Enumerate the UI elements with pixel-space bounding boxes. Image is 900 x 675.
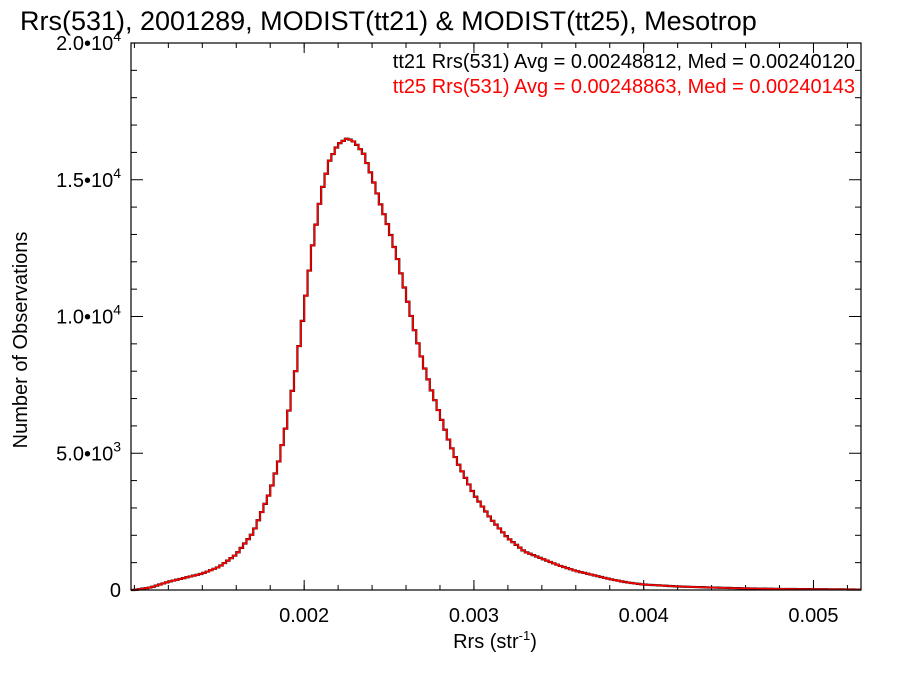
y-tick-label: 1.5•104 bbox=[56, 165, 121, 192]
y-tick-exponent: 3 bbox=[113, 438, 121, 454]
x-axis-label-close: ) bbox=[530, 631, 537, 653]
y-tick-mantissa: 1.5•10 bbox=[56, 170, 113, 192]
x-axis-label: Rrs (str-1) bbox=[453, 628, 537, 653]
y-tick-mantissa: 5.0•10 bbox=[56, 443, 113, 465]
y-tick-exponent: 4 bbox=[113, 302, 121, 318]
y-tick-exponent: 4 bbox=[113, 28, 121, 44]
x-tick-label: 0.005 bbox=[788, 605, 838, 627]
y-tick-label: 5.0•103 bbox=[56, 438, 121, 465]
y-tick-exponent: 4 bbox=[113, 165, 121, 181]
annotation-1: tt21 Rrs(531) Avg = 0.00248812, Med = 0.… bbox=[393, 51, 855, 73]
histogram-series-1 bbox=[131, 137, 861, 592]
stats-annotations: tt21 Rrs(531) Avg = 0.00248812, Med = 0.… bbox=[393, 51, 855, 98]
data-series bbox=[131, 137, 861, 592]
chart-title: Rrs(531), 2001289, MODIST(tt21) & MODIST… bbox=[20, 6, 757, 36]
plot-frame bbox=[130, 42, 862, 591]
y-tick-mantissa: 0 bbox=[110, 580, 121, 602]
y-axis-label: Number of Observations bbox=[10, 232, 32, 449]
x-tick-label: 0.004 bbox=[619, 605, 669, 627]
x-axis-label-main: Rrs (str bbox=[453, 631, 519, 653]
y-tick-label: 1.0•104 bbox=[56, 302, 121, 329]
y-axis-label-text: Number of Observations bbox=[10, 232, 32, 449]
x-axis-label-sup: -1 bbox=[519, 628, 531, 643]
y-tick-mantissa: 2.0•10 bbox=[56, 33, 113, 55]
x-tick-label: 0.003 bbox=[449, 605, 499, 627]
y-tick-label: 0 bbox=[110, 580, 121, 602]
histogram-series-2 bbox=[131, 137, 861, 591]
x-tick-label: 0.002 bbox=[279, 605, 329, 627]
y-tick-label: 2.0•104 bbox=[56, 28, 121, 55]
y-tick-mantissa: 1.0•10 bbox=[56, 307, 113, 329]
axis-ticks: 0.002 0.003 0.004 0.00505.0•1031.0•1041.5•1… bbox=[56, 28, 861, 627]
annotation-2: tt25 Rrs(531) Avg = 0.00248863, Med = 0.… bbox=[393, 76, 855, 98]
